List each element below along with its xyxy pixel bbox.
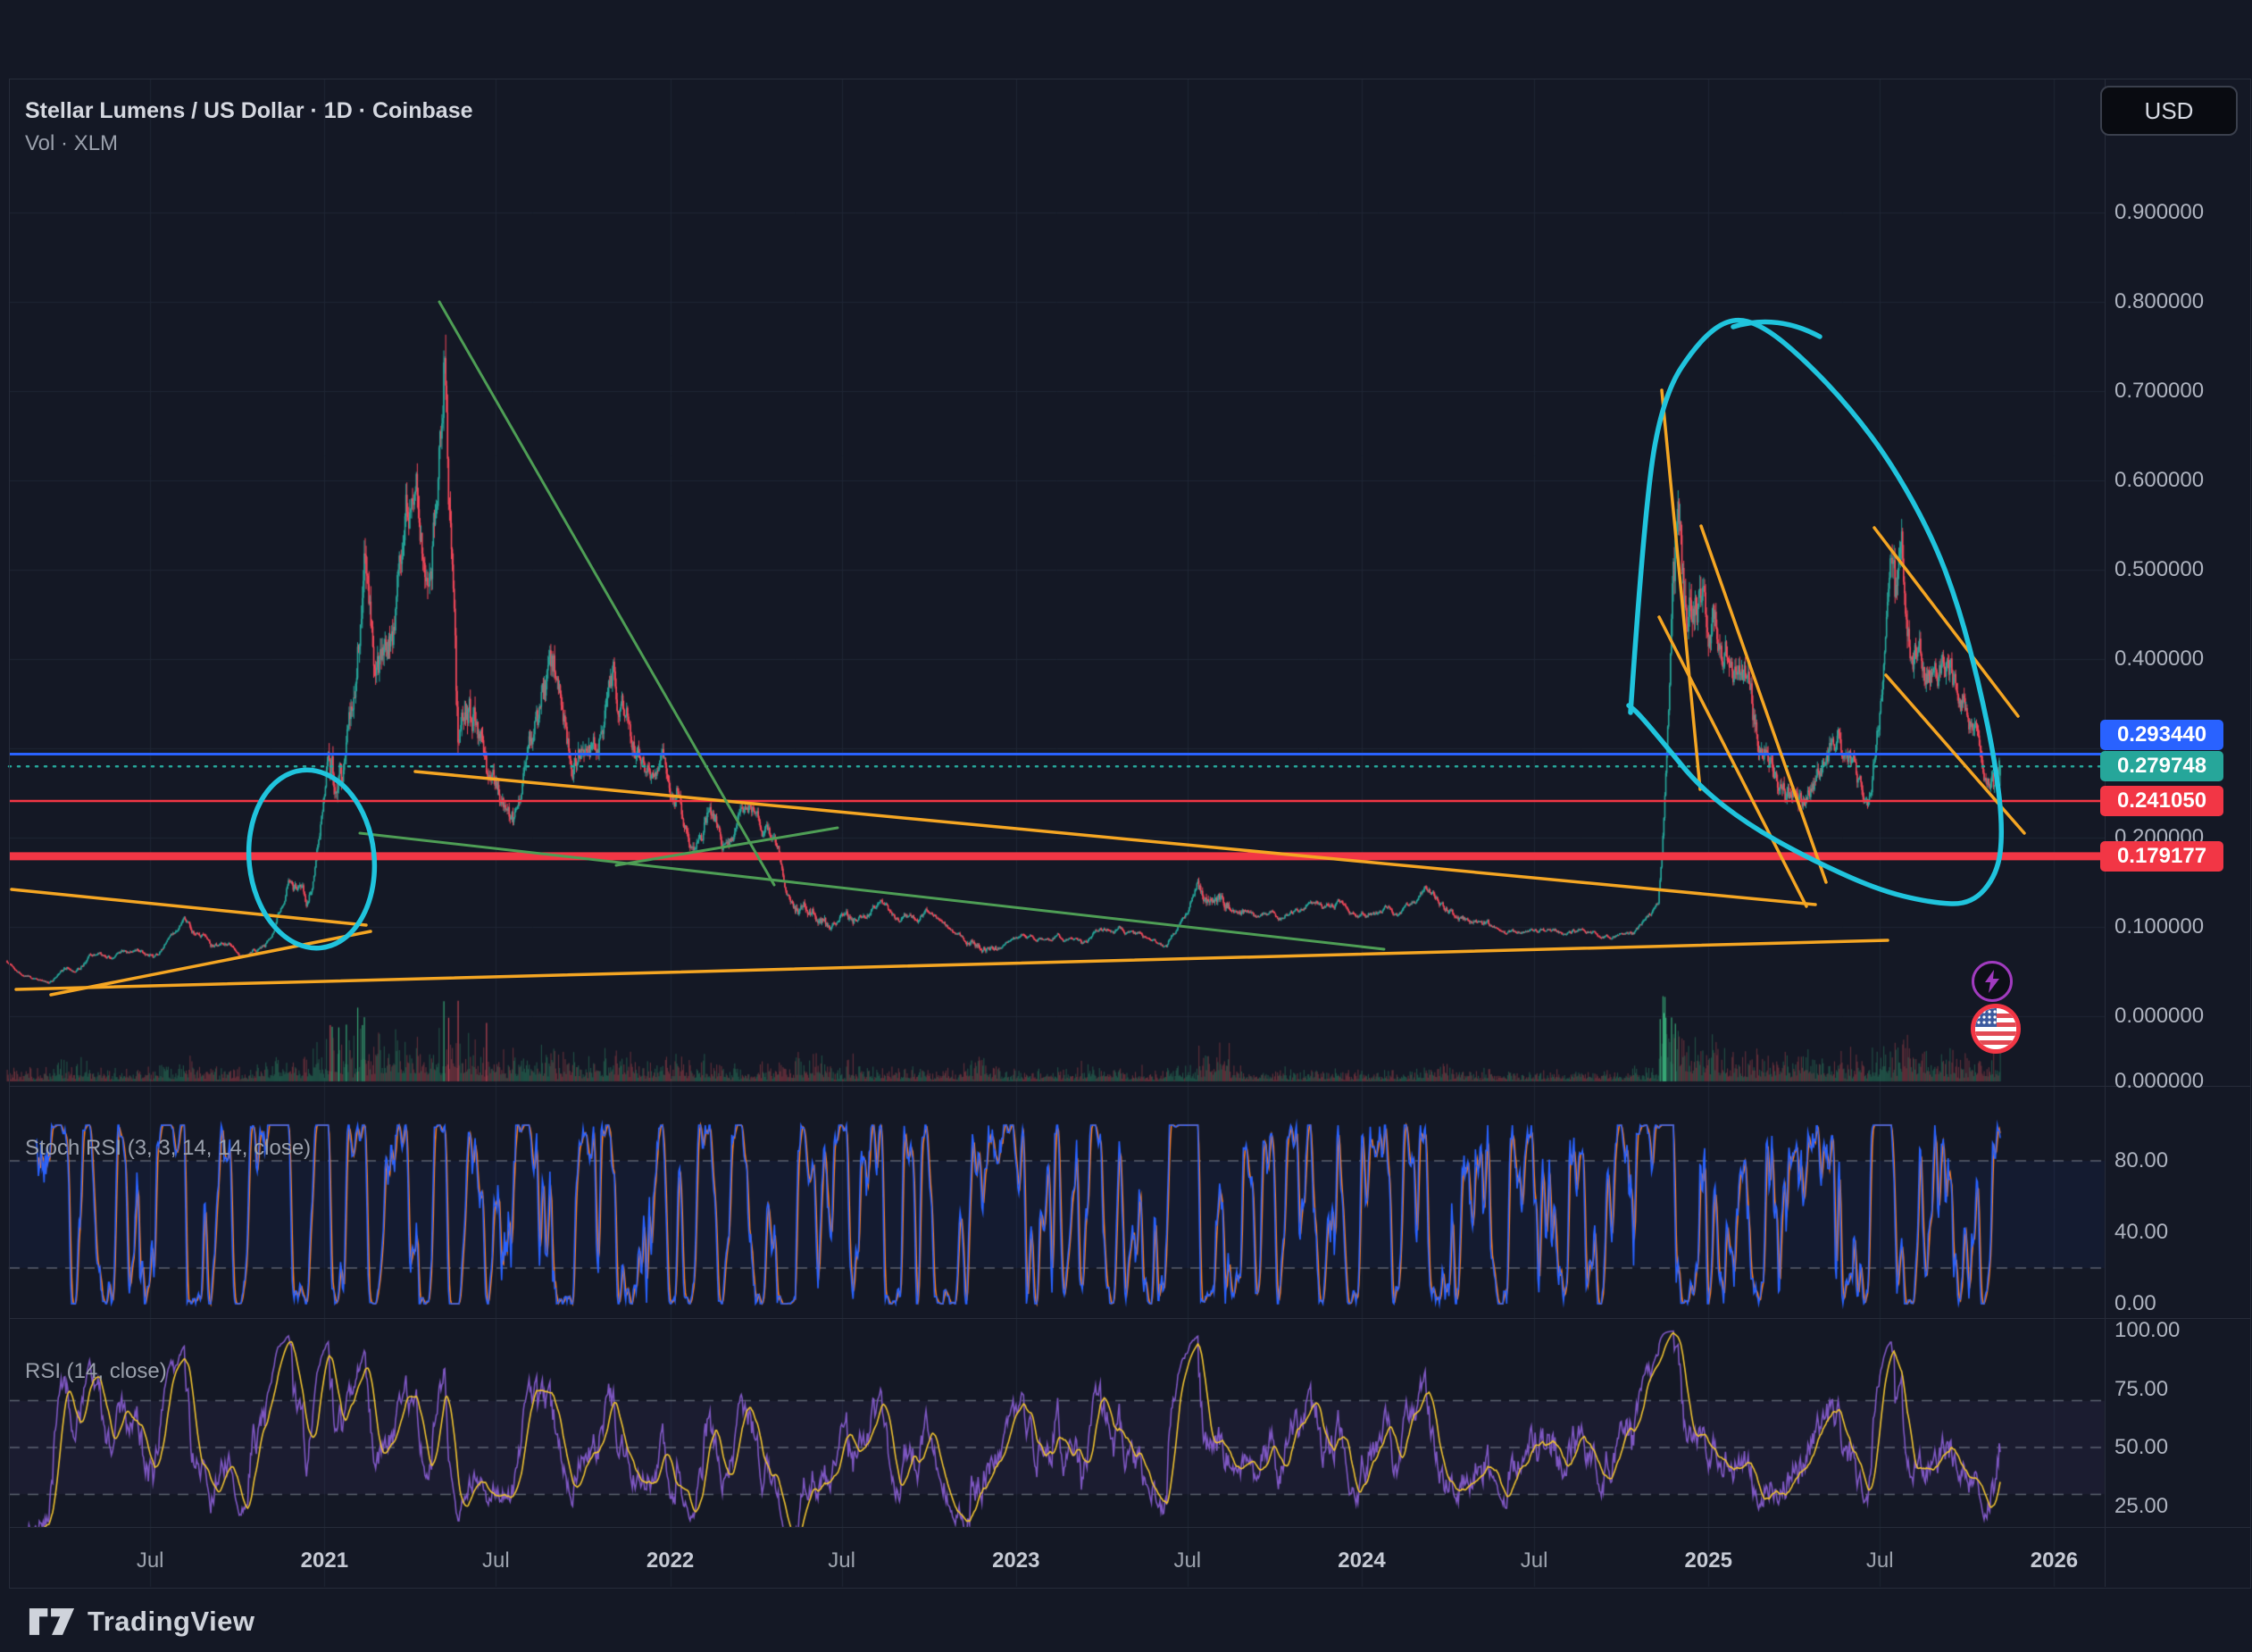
stoch-tick-80.00: 80.00: [2114, 1148, 2169, 1172]
time-tick-2025[interactable]: 2025: [1684, 1548, 1732, 1573]
price-label-0.241050: 0.241050: [2100, 785, 2223, 816]
stoch-tick-40.00: 40.00: [2114, 1220, 2169, 1244]
time-tick-Jul[interactable]: Jul: [1865, 1548, 1894, 1573]
tradingview-mark-icon: [29, 1608, 75, 1635]
stoch-rsi-label[interactable]: Stoch RSI (3, 3, 14, 14, close): [25, 1136, 312, 1160]
price-label-0.293440: 0.293440: [2100, 719, 2223, 750]
time-tick-2024[interactable]: 2024: [1338, 1548, 1386, 1573]
volume-zero-tick: 0.000000: [2114, 1069, 2205, 1093]
price-label-0.279748: 0.279748: [2100, 751, 2223, 782]
rsi-tick-25.00: 25.00: [2114, 1493, 2169, 1518]
rsi-tick-100.00: 100.00: [2114, 1318, 2181, 1342]
time-tick-Jul[interactable]: Jul: [1520, 1548, 1548, 1573]
rsi-label[interactable]: RSI (14, close): [25, 1359, 167, 1383]
price-tick-0.900000: 0.900000: [2114, 200, 2205, 224]
volume-legend[interactable]: Vol · XLM: [25, 131, 119, 155]
us-flag-icon[interactable]: [1971, 1004, 2021, 1054]
price-tick-0.000000: 0.000000: [2114, 1004, 2205, 1028]
time-tick-2021[interactable]: 2021: [300, 1548, 349, 1573]
time-tick-Jul[interactable]: Jul: [136, 1548, 164, 1573]
time-tick-2022[interactable]: 2022: [646, 1548, 695, 1573]
chart-legend-title[interactable]: Stellar Lumens / US Dollar · 1D · Coinba…: [25, 98, 473, 123]
price-tick-0.800000: 0.800000: [2114, 289, 2205, 313]
time-tick-2026[interactable]: 2026: [2030, 1548, 2079, 1573]
price-tick-0.700000: 0.700000: [2114, 379, 2205, 403]
price-tick-0.400000: 0.400000: [2114, 647, 2205, 671]
time-tick-Jul[interactable]: Jul: [828, 1548, 855, 1573]
stoch-tick-0.00: 0.00: [2114, 1291, 2156, 1315]
tradingview-logo-text: TradingView: [88, 1606, 255, 1637]
us-flag-glyph: [1975, 1008, 2016, 1049]
tradingview-logo[interactable]: TradingView: [29, 1606, 255, 1638]
currency-usd-button[interactable]: USD: [2100, 86, 2238, 136]
time-tick-Jul[interactable]: Jul: [482, 1548, 510, 1573]
price-tick-0.500000: 0.500000: [2114, 557, 2205, 581]
rsi-tick-50.00: 50.00: [2114, 1435, 2169, 1459]
time-tick-Jul[interactable]: Jul: [1173, 1548, 1202, 1573]
price-label-0.179177: 0.179177: [2100, 840, 2223, 872]
lightning-bolt-icon[interactable]: [1972, 961, 2013, 1002]
rsi-tick-75.00: 75.00: [2114, 1376, 2169, 1401]
price-tick-0.100000: 0.100000: [2114, 914, 2205, 939]
time-tick-2023[interactable]: 2023: [992, 1548, 1040, 1573]
lightning-glyph: [1985, 970, 1999, 993]
price-tick-0.600000: 0.600000: [2114, 468, 2205, 492]
